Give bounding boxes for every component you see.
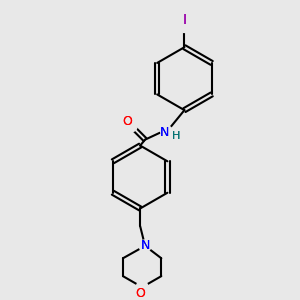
- Circle shape: [161, 126, 172, 138]
- Text: N: N: [160, 126, 170, 139]
- Text: O: O: [135, 286, 145, 300]
- Text: N: N: [140, 239, 150, 252]
- Circle shape: [125, 120, 137, 132]
- Text: N: N: [160, 126, 170, 139]
- Text: H: H: [172, 131, 181, 141]
- Text: I: I: [182, 13, 186, 27]
- Text: I: I: [182, 13, 186, 27]
- Text: N: N: [140, 239, 150, 252]
- Text: H: H: [172, 131, 181, 141]
- Circle shape: [139, 240, 151, 252]
- Text: O: O: [122, 116, 132, 128]
- Circle shape: [136, 281, 148, 293]
- Text: O: O: [135, 286, 145, 300]
- Text: O: O: [122, 116, 132, 128]
- Circle shape: [178, 21, 190, 32]
